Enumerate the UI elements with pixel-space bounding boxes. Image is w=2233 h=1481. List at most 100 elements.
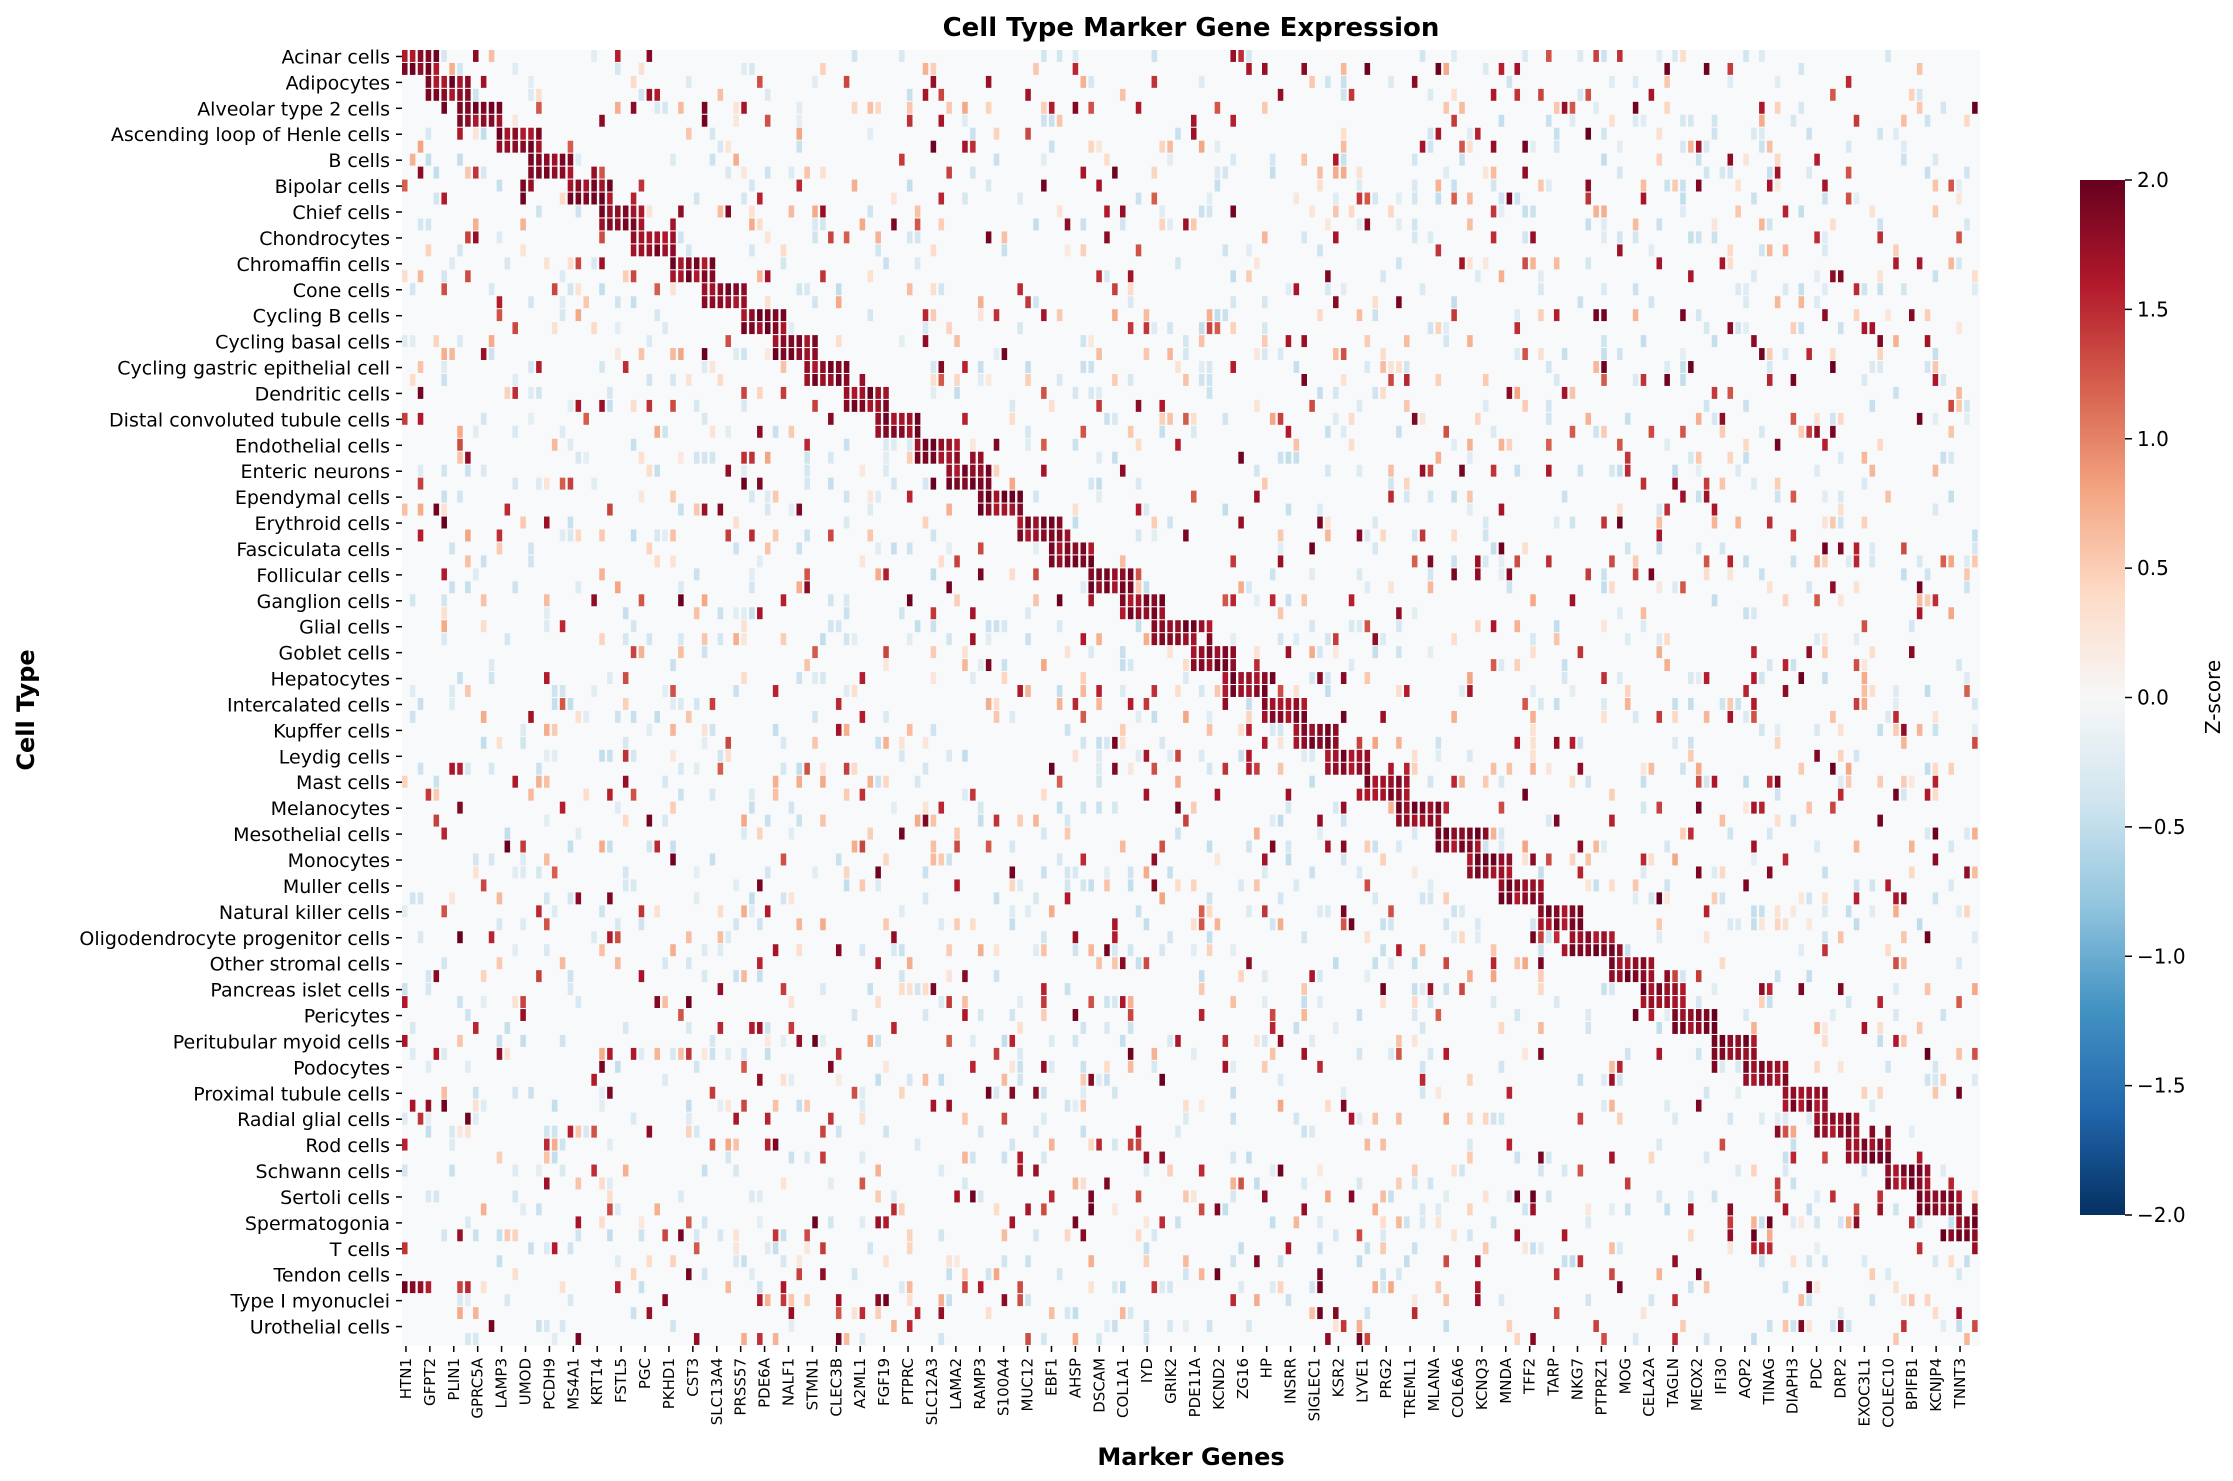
heatmap-cell bbox=[1096, 490, 1102, 503]
heatmap-cell bbox=[1175, 775, 1181, 788]
heatmap-cell bbox=[678, 1047, 684, 1060]
heatmap-cell bbox=[1885, 1268, 1891, 1281]
heatmap-cell bbox=[1664, 983, 1670, 996]
heatmap-cell bbox=[709, 270, 716, 283]
heatmap-cell bbox=[1151, 633, 1158, 646]
x-tick-label: EBF1 bbox=[1042, 1358, 1060, 1396]
heatmap-cell bbox=[1703, 477, 1710, 490]
heatmap-cell bbox=[1585, 879, 1592, 892]
heatmap-cell bbox=[764, 542, 771, 555]
heatmap-cell bbox=[1151, 50, 1158, 62]
heatmap-cell bbox=[1759, 1216, 1765, 1229]
heatmap-cell bbox=[638, 1047, 645, 1060]
heatmap-cell bbox=[804, 361, 810, 373]
heatmap-cell bbox=[630, 1047, 637, 1060]
heatmap-cell bbox=[1451, 775, 1457, 788]
heatmap-cell bbox=[425, 1190, 432, 1203]
heatmap-cell bbox=[1830, 1112, 1836, 1125]
heatmap-cell bbox=[520, 736, 526, 749]
heatmap-cell bbox=[599, 1216, 605, 1229]
heatmap-cell bbox=[1419, 1073, 1426, 1086]
heatmap-cell bbox=[1206, 659, 1213, 672]
heatmap-cell bbox=[780, 853, 787, 866]
x-tick-label: PGC bbox=[636, 1358, 654, 1389]
x-tick-label: DSCAM bbox=[1090, 1358, 1108, 1413]
heatmap-cell bbox=[843, 788, 850, 801]
heatmap-cell bbox=[709, 425, 716, 438]
heatmap-cell bbox=[930, 451, 937, 464]
heatmap-cell bbox=[599, 1099, 605, 1112]
heatmap-cell bbox=[962, 1151, 968, 1164]
heatmap-cell bbox=[496, 1255, 503, 1268]
heatmap-cell bbox=[835, 1047, 842, 1060]
heatmap-cell bbox=[1388, 75, 1394, 88]
heatmap-cell bbox=[851, 50, 858, 62]
heatmap-cell bbox=[1632, 957, 1639, 970]
heatmap-cell bbox=[1301, 1125, 1307, 1138]
heatmap-cell bbox=[551, 283, 558, 296]
heatmap-cell bbox=[1198, 970, 1205, 983]
heatmap-cell bbox=[512, 866, 518, 879]
heatmap-cell bbox=[1356, 620, 1363, 633]
heatmap-cell bbox=[465, 88, 471, 101]
heatmap-cell bbox=[630, 75, 637, 88]
heatmap-cell bbox=[1664, 1203, 1670, 1216]
heatmap-cell bbox=[1025, 296, 1031, 309]
heatmap-cell bbox=[1853, 542, 1860, 555]
heatmap-cell bbox=[938, 801, 945, 814]
heatmap-cell bbox=[977, 451, 984, 464]
heatmap-cell bbox=[1214, 853, 1221, 866]
heatmap-cell bbox=[1672, 477, 1678, 490]
heatmap-cell bbox=[465, 1281, 471, 1294]
heatmap-cell bbox=[1451, 633, 1457, 646]
heatmap-cell bbox=[1277, 1255, 1284, 1268]
heatmap-cell bbox=[1072, 1177, 1079, 1190]
heatmap-cell bbox=[480, 736, 487, 749]
heatmap-cell bbox=[1869, 879, 1876, 892]
heatmap-cell bbox=[544, 620, 550, 633]
heatmap-cell bbox=[1932, 892, 1939, 905]
heatmap-cell bbox=[1766, 1242, 1773, 1255]
heatmap-cell bbox=[733, 607, 739, 620]
heatmap-cell bbox=[1372, 840, 1378, 853]
heatmap-cell bbox=[741, 192, 747, 205]
heatmap-cell bbox=[1577, 931, 1584, 944]
heatmap-cell bbox=[1964, 555, 1970, 568]
heatmap-cell bbox=[1640, 1307, 1647, 1320]
heatmap-cell bbox=[1924, 1190, 1931, 1203]
heatmap-cell bbox=[654, 996, 660, 1008]
heatmap-cell bbox=[1751, 127, 1757, 140]
heatmap-cell bbox=[954, 477, 960, 490]
heatmap-cell bbox=[749, 205, 755, 218]
heatmap-cell bbox=[1475, 555, 1481, 568]
heatmap-cell bbox=[709, 723, 716, 736]
heatmap-cell bbox=[1916, 1216, 1923, 1229]
heatmap-cell bbox=[607, 503, 613, 516]
heatmap-cell bbox=[441, 957, 447, 970]
heatmap-cell bbox=[409, 1047, 416, 1060]
heatmap-cell bbox=[1033, 62, 1039, 75]
heatmap-cell bbox=[1845, 555, 1852, 568]
y-tick-label: Adipocytes bbox=[286, 72, 390, 94]
heatmap-cell bbox=[465, 75, 471, 88]
heatmap-cell bbox=[1419, 892, 1426, 905]
heatmap-cell bbox=[1822, 633, 1828, 646]
heatmap-cell bbox=[1340, 814, 1347, 827]
heatmap-cell bbox=[1656, 581, 1663, 594]
heatmap-cell bbox=[1964, 866, 1970, 879]
heatmap-cell bbox=[670, 283, 676, 296]
heatmap-cell bbox=[1822, 309, 1828, 322]
heatmap-cell bbox=[1901, 1034, 1907, 1047]
heatmap-cell bbox=[583, 412, 589, 425]
heatmap-cell bbox=[528, 153, 534, 166]
heatmap-cell bbox=[1198, 361, 1205, 373]
heatmap-cell bbox=[622, 879, 629, 892]
heatmap-cell bbox=[1711, 114, 1718, 127]
heatmap-cell bbox=[1766, 581, 1773, 594]
heatmap-cell bbox=[1096, 270, 1102, 283]
heatmap-cell bbox=[1490, 140, 1497, 153]
heatmap-cell bbox=[1317, 646, 1323, 659]
heatmap-cell bbox=[875, 244, 881, 257]
heatmap-cell bbox=[1861, 1022, 1868, 1034]
heatmap-cell bbox=[1269, 153, 1276, 166]
